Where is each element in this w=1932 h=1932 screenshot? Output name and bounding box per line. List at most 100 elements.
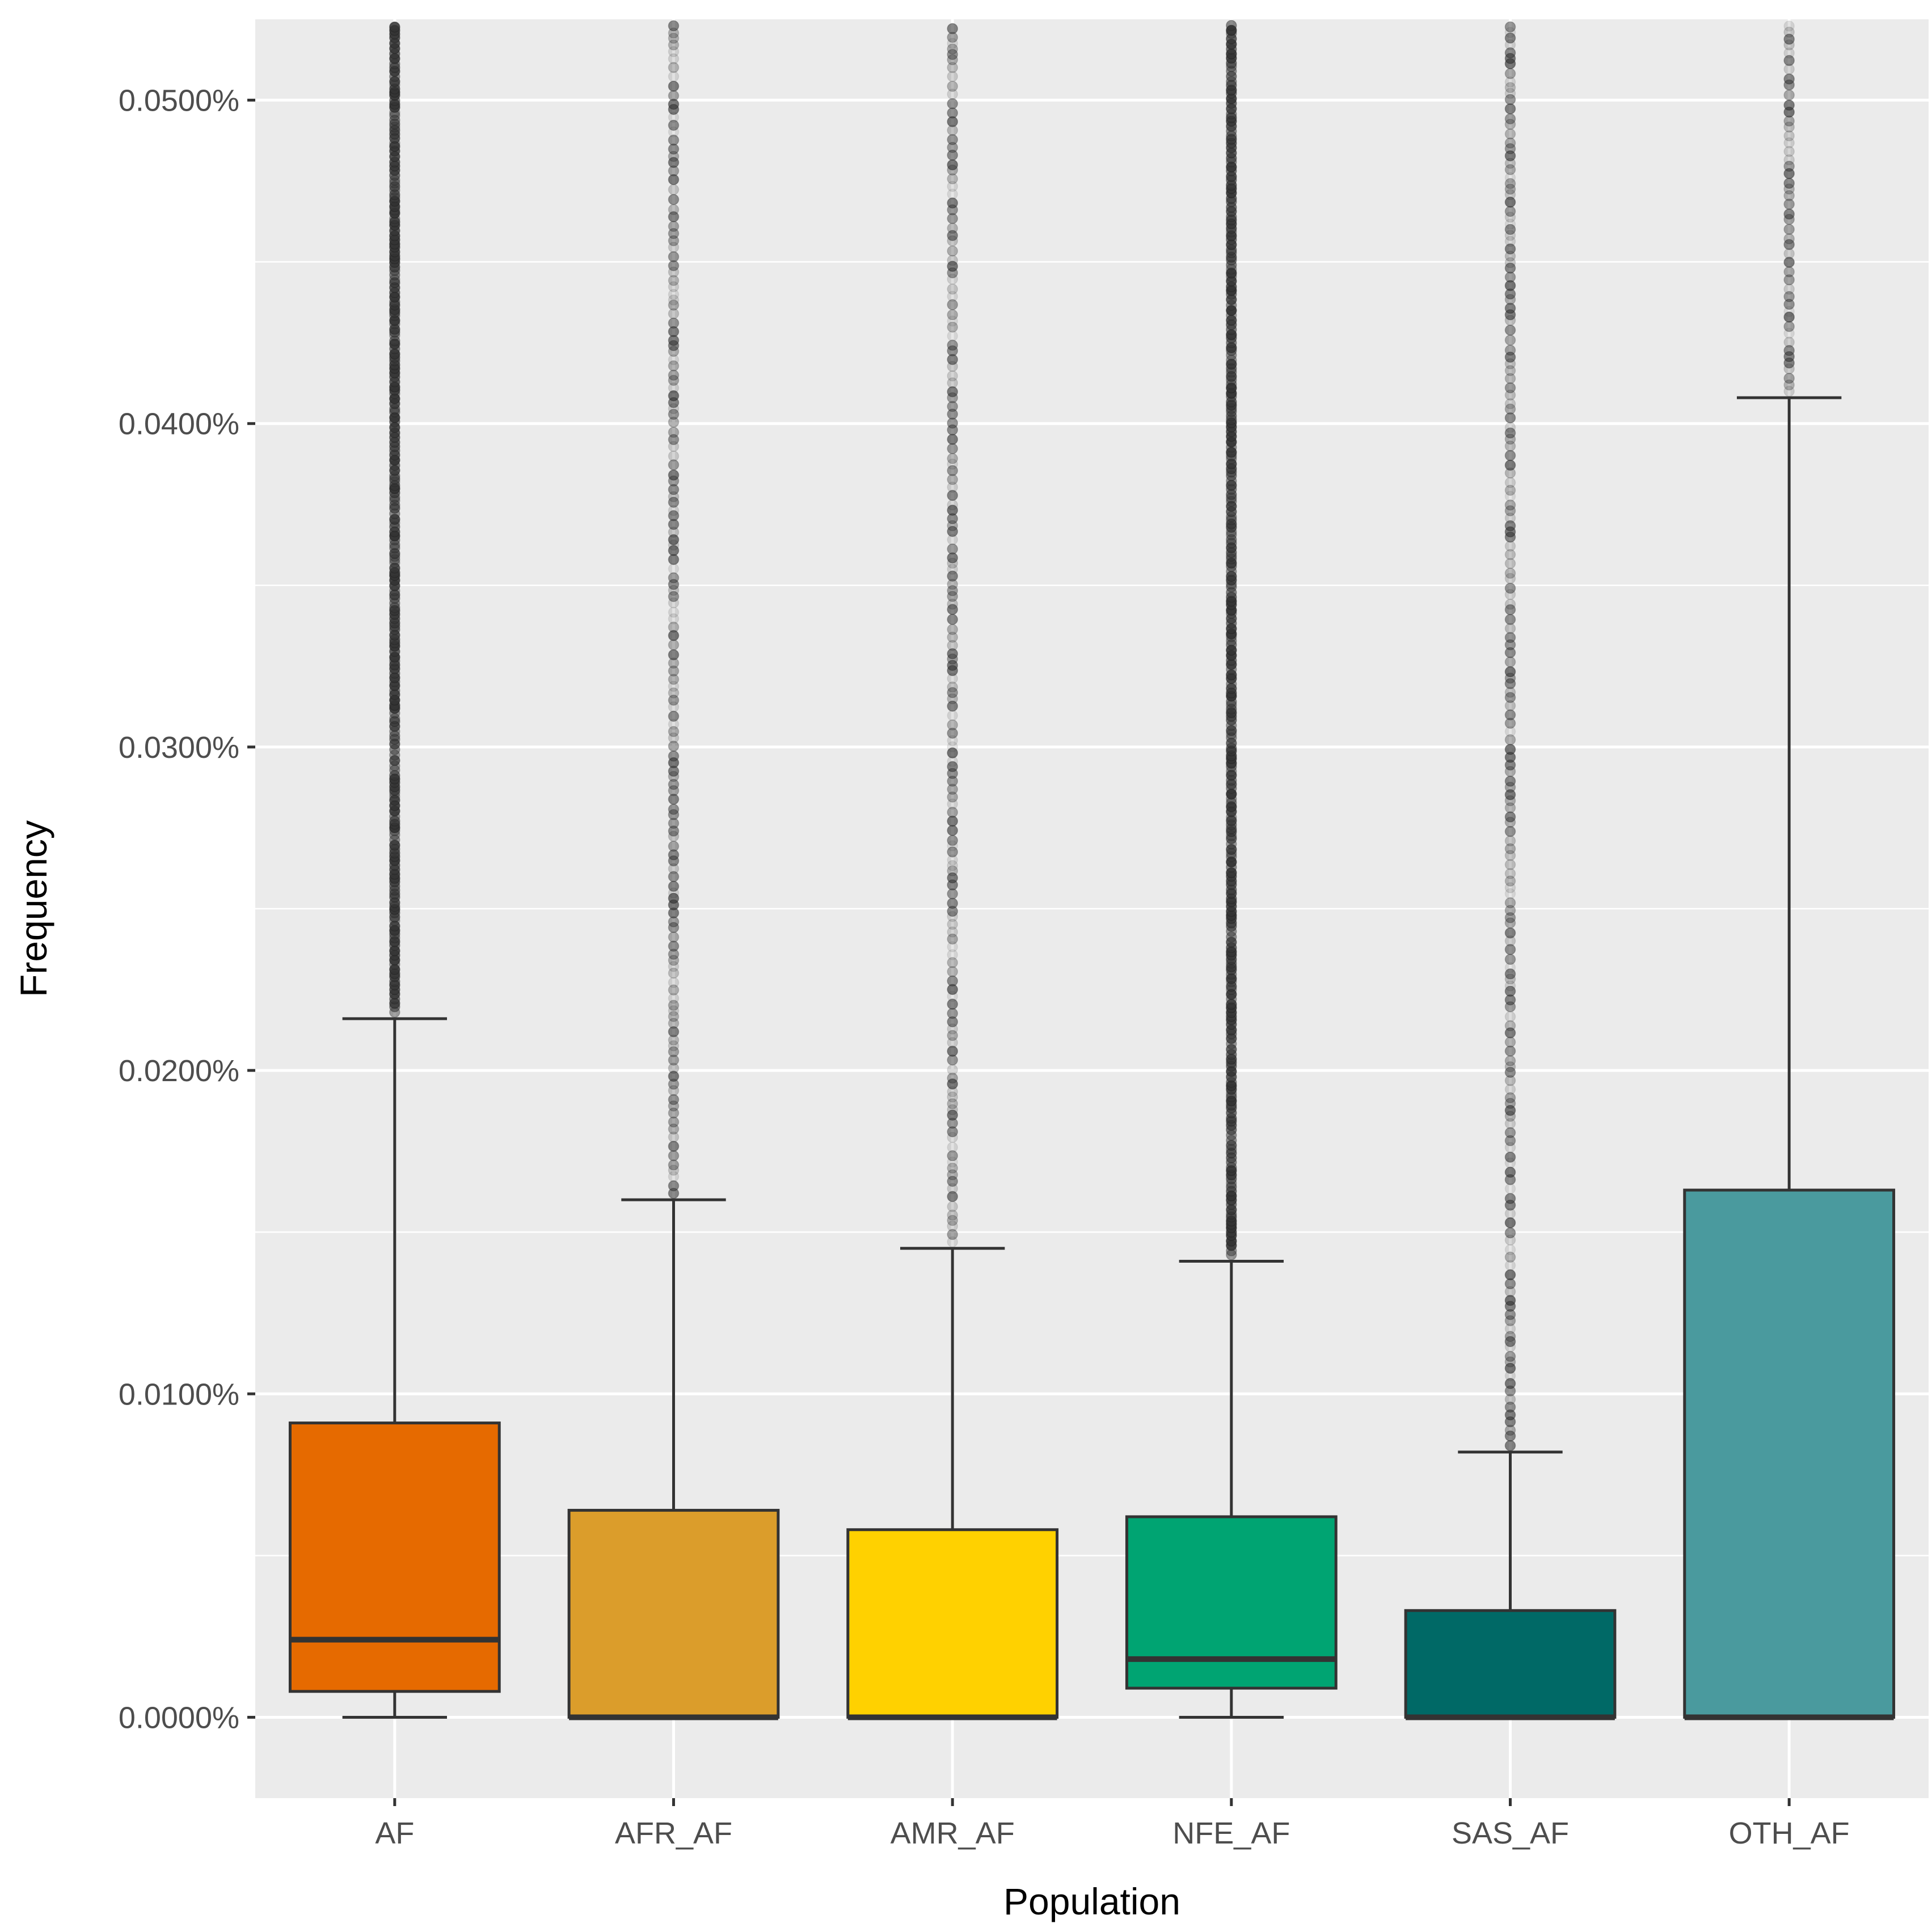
box-amr-af (846, 1247, 1059, 1720)
outlier-point (947, 1045, 958, 1057)
outlier-point (1783, 256, 1795, 268)
outlier-point (668, 955, 680, 966)
outlier-point (668, 317, 680, 329)
outlier-point (668, 871, 680, 883)
outlier-point (947, 941, 958, 952)
outlier-point (1783, 121, 1795, 133)
y-tick-label: 0.0300% (119, 731, 239, 765)
outlier-point (1504, 1027, 1516, 1039)
outlier-point (947, 370, 958, 382)
outlier-point (1504, 1251, 1516, 1263)
outlier-point (668, 687, 680, 699)
outlier-point (668, 967, 680, 979)
outlier-point (1504, 1045, 1516, 1057)
outlier-point (1504, 1066, 1516, 1078)
outlier-point (668, 427, 680, 438)
x-axis-title: Population (1003, 1880, 1180, 1922)
outlier-point (1504, 604, 1516, 615)
outlier-point (668, 1180, 680, 1192)
outlier-point (1504, 235, 1516, 247)
outlier-point (1504, 1011, 1516, 1023)
outlier-point (947, 62, 958, 73)
outlier-point (1504, 1036, 1516, 1048)
outlier-point (947, 23, 958, 35)
outlier-point (947, 1229, 958, 1241)
outlier-point (668, 1123, 680, 1135)
outlier-point (1504, 1127, 1516, 1138)
outlier-point (947, 400, 958, 412)
outlier-point (668, 841, 680, 852)
outlier-point (947, 149, 958, 161)
outlier-point (668, 235, 680, 247)
outlier-point (947, 1169, 958, 1180)
outlier-point (668, 39, 680, 50)
outlier-point (947, 43, 958, 55)
outlier-point (668, 825, 680, 837)
outlier-point (1504, 47, 1516, 58)
box-layer (288, 396, 1896, 1720)
outlier-point (947, 386, 958, 398)
outlier-point (1504, 178, 1516, 189)
outlier-point (668, 1046, 680, 1057)
box-af (288, 1017, 501, 1719)
outlier-point (947, 741, 958, 753)
outlier-point (1504, 520, 1516, 531)
outlier-point (1504, 21, 1516, 33)
outlier-point (1504, 888, 1516, 900)
outlier-point (947, 1201, 958, 1212)
outlier-point (668, 984, 680, 996)
outlier-point (1504, 128, 1516, 140)
outlier-point (947, 180, 958, 192)
outlier-point (1504, 412, 1516, 424)
outlier-point (668, 1107, 680, 1119)
outlier-point (1504, 1083, 1516, 1095)
outlier-point (668, 961, 680, 972)
outlier-point (947, 949, 958, 960)
outlier-point (947, 1110, 958, 1121)
outlier-point (947, 660, 958, 671)
outlier-point (947, 1209, 958, 1221)
outlier-point (1783, 373, 1795, 384)
outlier-point (668, 434, 680, 445)
outlier-point (668, 221, 680, 232)
outlier-point (668, 1141, 680, 1152)
outlier-point (668, 740, 680, 752)
outlier-point (1504, 1104, 1516, 1116)
outlier-point (1783, 283, 1795, 295)
outlier-point (947, 865, 958, 876)
outlier-point (1504, 87, 1516, 99)
x-tick-label: OTH_AF (1729, 1816, 1850, 1850)
outlier-point (947, 255, 958, 266)
outlier-point (947, 1030, 958, 1041)
outlier-point (1504, 598, 1516, 610)
outlier-point (668, 184, 680, 196)
outlier-point (1783, 146, 1795, 157)
outlier-point (947, 585, 958, 597)
outlier-point (1504, 1183, 1516, 1195)
outlier-point (1783, 266, 1795, 277)
outlier-point (668, 579, 680, 590)
outlier-point (668, 90, 680, 102)
outlier-point (947, 377, 958, 389)
outlier-point (947, 458, 958, 470)
outlier-point (668, 701, 680, 712)
outlier-point (1504, 917, 1516, 929)
outlier-point (947, 1175, 958, 1187)
outlier-point (1504, 212, 1516, 223)
outlier-point (1504, 119, 1516, 130)
outlier-point (1504, 802, 1516, 813)
outlier-point (668, 450, 680, 462)
outlier-point (947, 846, 958, 858)
outlier-point (1504, 725, 1516, 737)
outlier-point (668, 299, 680, 311)
outlier-point (1504, 868, 1516, 879)
outlier-point (947, 273, 958, 285)
outlier-point (947, 1162, 958, 1174)
outlier-point (668, 649, 680, 661)
outlier-point (1504, 302, 1516, 314)
outlier-point (1226, 843, 1237, 855)
outlier-point (668, 725, 680, 737)
outlier-point (947, 860, 958, 871)
outlier-point (668, 1018, 680, 1029)
outlier-point (1504, 82, 1516, 94)
